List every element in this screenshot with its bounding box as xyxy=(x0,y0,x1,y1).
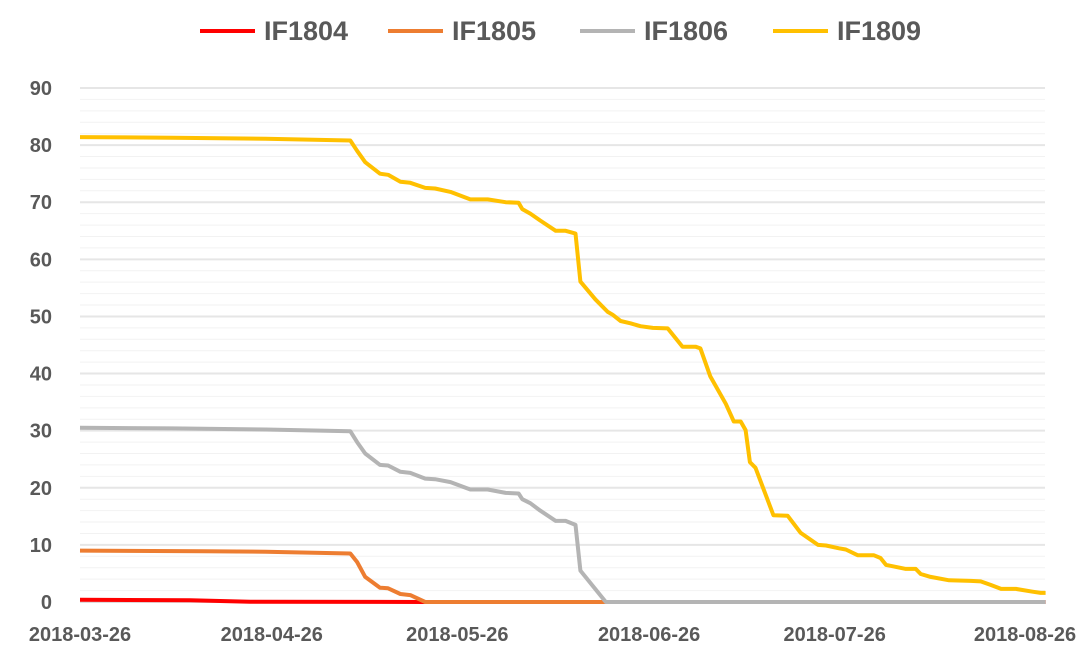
series-line-if1805 xyxy=(79,548,1046,604)
x-tick-label: 2018-08-26 xyxy=(974,624,1076,646)
x-tick-label: 2018-04-26 xyxy=(221,624,323,646)
x-tick-label: 2018-07-26 xyxy=(784,624,886,646)
y-axis: 0 10 20 30 40 50 60 70 80 90 xyxy=(30,78,52,614)
y-tick-label: 10 xyxy=(30,535,52,557)
x-tick-label: 2018-05-26 xyxy=(406,624,508,646)
y-tick-label: 80 xyxy=(30,135,52,157)
y-tick-label: 30 xyxy=(30,421,52,443)
legend-label-if1804: IF1804 xyxy=(264,16,348,46)
series-lines xyxy=(79,135,1046,604)
y-tick-label: 20 xyxy=(30,478,52,500)
y-tick-label: 60 xyxy=(30,249,52,271)
y-tick-label: 90 xyxy=(30,78,52,100)
y-tick-label: 70 xyxy=(30,192,52,214)
legend-label-if1806: IF1806 xyxy=(644,16,728,46)
legend: IF1804 IF1805 IF1806 IF1809 xyxy=(200,16,921,46)
legend-label-if1809: IF1809 xyxy=(837,16,921,46)
x-tick-label: 2018-03-26 xyxy=(29,624,131,646)
series-line-if1809 xyxy=(79,135,1046,595)
gridlines xyxy=(80,87,1045,603)
y-tick-label: 0 xyxy=(41,592,52,614)
x-tick-label: 2018-06-26 xyxy=(598,624,700,646)
legend-label-if1805: IF1805 xyxy=(452,16,536,46)
series-line-if1806 xyxy=(79,425,1046,604)
x-axis: 2018-03-26 2018-04-26 2018-05-26 2018-06-26… xyxy=(29,601,1076,646)
y-tick-label: 40 xyxy=(30,364,52,386)
y-tick-label: 50 xyxy=(30,306,52,328)
